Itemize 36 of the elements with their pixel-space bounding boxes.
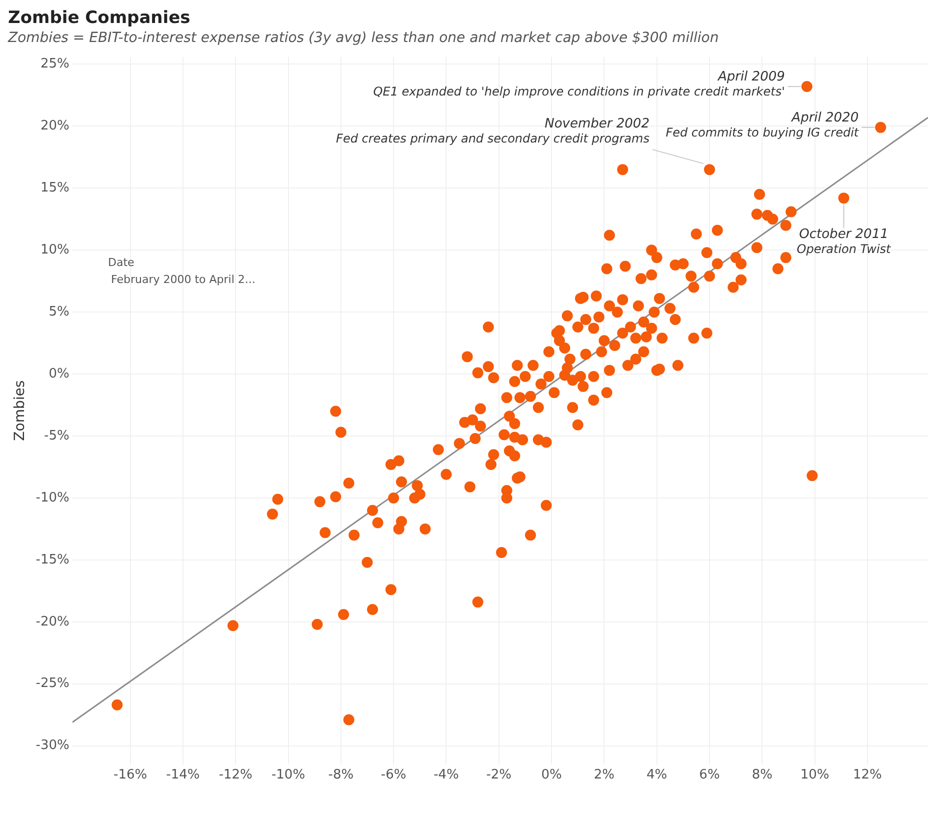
y-tick-label: -5% [44,428,70,444]
y-tick-label: -20% [36,614,70,630]
x-tick-label: 8% [752,768,772,783]
chart-title: Zombie Companies [8,8,192,28]
y-tick-label: -10% [36,490,70,506]
x-tick-label: -14% [166,768,200,783]
y-tick-label: -25% [36,676,70,692]
y-tick-label: 10% [40,242,70,258]
x-tick-label: -8% [328,768,354,783]
x-tick-label: -2% [486,768,512,783]
x-tick-label: -16% [114,768,148,783]
y-tick-label: -15% [36,552,70,568]
annotation: November 2002 Fed creates primary and secondary credit programs [336,116,650,146]
x-tick-label: -12% [218,768,252,783]
annotation: Date [108,256,136,269]
x-tick-label: 0% [541,768,562,783]
annotation: February 2000 to April 2... [111,273,256,286]
y-tick-label: -30% [36,738,70,754]
x-tick-label: 6% [699,768,720,783]
annotation: October 2011 Operation Twist [796,226,892,256]
x-tick-label: -4% [434,768,459,783]
y-tick-label: 20% [40,118,70,134]
x-tick-label: 2% [594,768,614,783]
annotation: April 2020 Fed commits to buying IG credit [666,110,860,140]
y-tick-label: 5% [48,304,70,320]
y-tick-label: 15% [40,180,70,196]
annotation: April 2009 QE1 expanded to 'help improve conditions in private credit markets' [373,69,785,99]
x-tick-label: -6% [380,768,406,783]
x-tick-label: 10% [800,768,830,783]
chart-subtitle: Zombies = EBIT-to-interest expense ratios (3y avg) less than one and market cap above $300 million [8,30,720,46]
x-tick-label: 12% [852,768,882,783]
y-tick-label: 25% [40,56,70,72]
y-tick-label: 0% [48,366,70,382]
x-tick-label: -10% [271,768,306,783]
y-axis-title: Zombies [12,380,28,441]
x-tick-label: 4% [646,768,668,783]
